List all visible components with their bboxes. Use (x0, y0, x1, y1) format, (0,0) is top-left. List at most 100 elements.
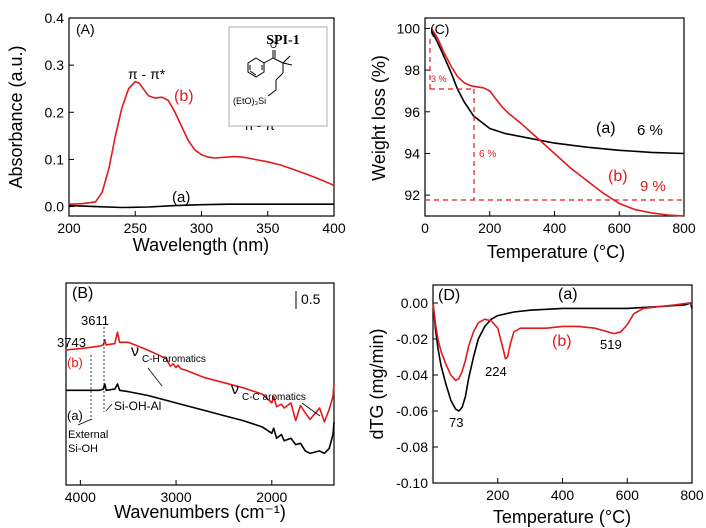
spi-1-title: SPI-1 (266, 33, 299, 48)
molecule-silane: (EtO)₃Si (233, 96, 266, 106)
panel-d-ytick-label: -0.10 (396, 475, 428, 491)
panel-c-annot-a-pct: 6 % (637, 122, 663, 139)
panel-a-xtick-label: 400 (322, 220, 346, 236)
panel-d-ticks: 200 400 600 800 0.00 -0.02 -0.04 -0.06 -0.08 -0.1… (396, 295, 704, 503)
panel-c: 0 200 400 600 800 92 94 96 98 100 (C) Temperature… (369, 17, 696, 262)
panel-d-ytick-label: -0.04 (396, 367, 428, 383)
panel-c-xlabel: Temperature (°C) (487, 242, 625, 262)
panel-b-xlabel: Wavenumbers (cm⁻¹) (114, 502, 286, 522)
molecule-oxygen: O (270, 40, 277, 50)
panel-a-ytick-label: 0.3 (45, 57, 65, 73)
panel-b-xtick-label: 2000 (256, 489, 287, 505)
panel-c-annot-a: (a) (596, 120, 616, 137)
panel-d-series-first (432, 302, 693, 412)
panel-c-ytick-label: 94 (404, 145, 420, 161)
panel-d-xtick-label: 400 (551, 487, 575, 503)
panel-d-series (432, 302, 693, 412)
panel-a-xtick-label: 200 (57, 220, 81, 236)
panel-b-xtick-label: 3000 (160, 489, 191, 505)
panel-b-label: (B) (72, 285, 93, 302)
panel-b-annot-nu-ch: ν (131, 343, 139, 360)
panel-c-annot-b: (b) (608, 168, 628, 185)
panel-c-series (430, 27, 685, 217)
panel-d-ytick-label: -0.08 (396, 439, 428, 455)
panel-d-annot-519: 519 (600, 337, 622, 352)
panel-b-annot-cc: C-C aromatics (242, 392, 306, 403)
panel-c-xtick-label: 200 (478, 220, 502, 236)
panel-b-scale-bar: 0.5 (301, 291, 321, 307)
panel-b: 4000 3000 2000 (B) 0.5 Wavenumbers (cm⁻¹) … (57, 282, 335, 522)
panel-a-ytick-label: 0.4 (45, 10, 65, 26)
panel-a-xtick-label: 300 (190, 220, 214, 236)
panel-a-xlabel: Wavelength (nm) (133, 235, 269, 255)
panel-a-annot-pi: π - π* (128, 66, 166, 82)
panel-d-xtick-label: 600 (616, 487, 640, 503)
panel-b-annot-sioh: Si-OH (68, 443, 98, 455)
panel-c-ytick-label: 98 (404, 62, 420, 78)
panel-b-annot-ch: C-H aromatics (142, 354, 206, 365)
panel-c-ytick-label: 100 (397, 20, 421, 36)
panel-c-dashed-guides (425, 39, 684, 201)
panel-a-xtick-label: 350 (256, 220, 280, 236)
panel-c-label: (C) (430, 21, 449, 37)
panel-d-annot-73: 73 (449, 415, 463, 430)
panel-b-ticks: 4000 3000 2000 (65, 480, 288, 505)
panel-a-ticks: 200 250 300 350 400 0.0 0.1 0.2 0.3 0.4 (45, 10, 346, 236)
spi-1-inset: SPI-1 O (EtO)₃Si (228, 26, 328, 127)
panel-b-series-first (65, 331, 335, 423)
panel-a-annot-b: (b) (174, 88, 194, 105)
panel-c-ytick-label: 96 (404, 104, 420, 120)
panel-b-peak-markers (90, 327, 105, 420)
panel-d-label: (D) (438, 287, 460, 304)
panel-d-annot-a: (a) (558, 286, 578, 303)
panel-b-xtick-label: 4000 (65, 489, 96, 505)
panel-a-annot-a: (a) (172, 189, 190, 206)
panel-a-ylabel: Absorbance (a.u.) (6, 45, 26, 188)
panel-b-series (65, 331, 335, 455)
panel-d-series-second (432, 302, 693, 382)
panel-b-annot-b: (b) (67, 355, 83, 370)
panel-c-ylabel: Weight loss (%) (369, 55, 389, 181)
panel-b-annot-external: External (68, 429, 108, 441)
panel-d-ytick-label: 0.00 (401, 295, 428, 311)
panel-c-xtick-label: 400 (543, 220, 567, 236)
panel-d-annot-b: (b) (552, 333, 572, 350)
panel-d-ytick-label: -0.06 (396, 403, 428, 419)
panel-d-annot-224: 224 (485, 364, 507, 379)
panel-a-xtick-label: 250 (124, 220, 148, 236)
panel-a-ytick-label: 0.2 (45, 104, 65, 120)
panel-d-frame (432, 284, 693, 484)
panel-d-ytick-label: -0.02 (396, 331, 428, 347)
panel-a-ytick-label: 0.0 (45, 199, 65, 215)
molecule-structure (247, 50, 293, 97)
panel-b-annot-sioh-al: Si-OH-Al (114, 399, 161, 413)
panel-b-annot-3743: 3743 (57, 335, 86, 350)
panel-b-annot-3611: 3611 (81, 313, 109, 328)
panel-d-ylabel: dTG (mg/min) (367, 328, 387, 439)
panel-d-xtick-label: 800 (680, 487, 704, 503)
panel-a-label: (A) (76, 21, 95, 37)
panel-b-annot-a: (a) (67, 408, 83, 423)
panel-b-series-second (66, 383, 335, 455)
panel-c-xtick-label: 0 (421, 220, 429, 236)
panel-c-annot-b-pct: 9 % (640, 178, 666, 195)
panel-d-xlabel: Temperature (°C) (493, 507, 631, 527)
panel-c-ticks: 0 200 400 600 800 92 94 96 98 100 (397, 20, 696, 236)
panel-d-xtick-label: 200 (486, 487, 510, 503)
panel-c-xtick-label: 800 (672, 220, 696, 236)
panel-c-ytick-label: 92 (404, 187, 420, 203)
panel-b-annot-nu-cc: ν (231, 381, 239, 398)
panel-b-annotation-arrows (77, 367, 321, 426)
panel-c-series-first (430, 30, 685, 155)
panel-c-series-second (430, 27, 685, 217)
panel-a-series (68, 80, 335, 209)
panel-a-series-second (68, 203, 334, 209)
panel-a: 200 250 300 350 400 0.0 0.1 0.2 0.3 0.4 (A) Wavel… (6, 10, 346, 255)
panel-a-ytick-label: 0.1 (45, 151, 65, 167)
panel-d: 200 400 600 800 0.00 -0.02 -0.04 -0.06 -0.08 -0.1… (367, 284, 704, 527)
panel-a-series-first (68, 80, 335, 205)
panel-c-annot-3pct: 3 % (431, 74, 447, 84)
panel-c-xtick-label: 600 (608, 220, 632, 236)
panel-c-annot-6pct: 6 % (479, 149, 496, 160)
